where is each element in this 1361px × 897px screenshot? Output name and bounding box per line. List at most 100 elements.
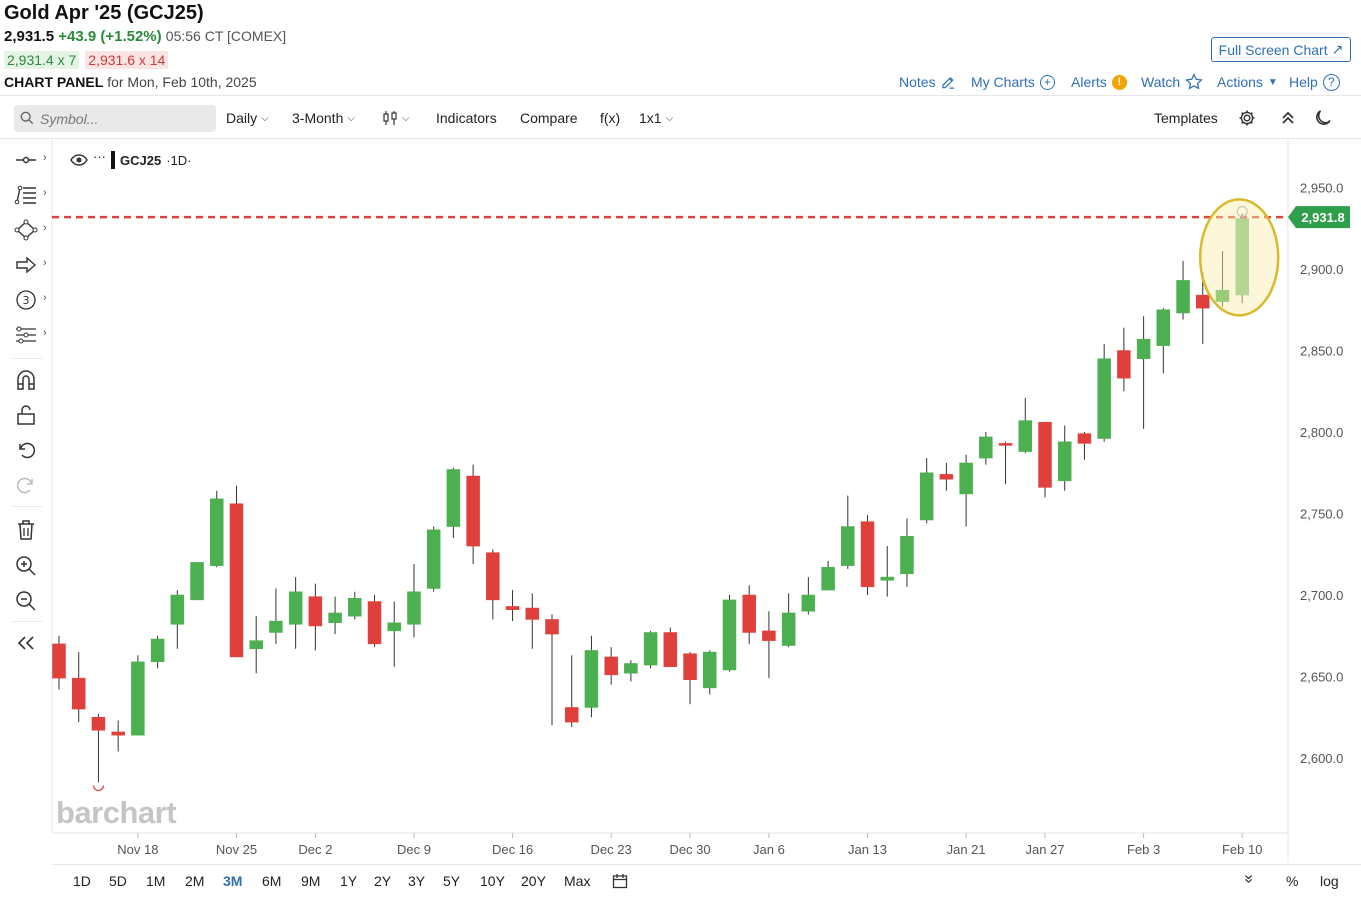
templates-button[interactable]: Templates — [1154, 110, 1218, 126]
function-button[interactable]: f(x) — [600, 110, 620, 126]
zoom-in-button[interactable] — [14, 554, 40, 576]
symbol-search-input[interactable] — [14, 105, 216, 132]
chart-type-dropdown[interactable]: ⌵ — [382, 110, 410, 126]
candle-body — [939, 474, 954, 480]
indicators-button[interactable]: Indicators — [436, 110, 497, 126]
tools-divider — [12, 621, 42, 622]
gear-icon[interactable] — [1237, 108, 1257, 128]
notes-link[interactable]: Notes — [899, 72, 956, 92]
range-button-3y[interactable]: 3Y — [408, 873, 426, 889]
zoom-out-button[interactable] — [14, 589, 40, 611]
eye-icon[interactable] — [70, 153, 88, 167]
candle — [426, 526, 441, 592]
candle — [288, 577, 303, 649]
collapse-up-icon[interactable] — [1278, 108, 1298, 128]
help-link[interactable]: Help ? — [1289, 72, 1340, 92]
layout-dropdown[interactable]: 1x1 ⌵ — [639, 110, 673, 126]
candle-body — [1176, 280, 1190, 314]
x-tick-label: Dec 2 — [298, 842, 332, 857]
low-marker — [92, 785, 105, 791]
range-button-1y[interactable]: 1Y — [340, 873, 358, 889]
collapse-down-icon[interactable]: » — [1240, 874, 1258, 884]
log-scale-toggle[interactable]: log — [1320, 873, 1339, 889]
candle-body — [1196, 294, 1210, 309]
layout-label: 1x1 — [639, 110, 662, 126]
last-price-tag-shape — [1288, 206, 1350, 229]
chevron-right-icon: › — [43, 152, 47, 164]
candle-body — [900, 536, 914, 575]
range-dropdown[interactable]: 3-Month ⌵ — [292, 110, 355, 126]
y-tick-label: 2,900.0 — [1300, 262, 1343, 277]
my-charts-link[interactable]: My Charts + — [971, 72, 1055, 92]
candle — [1077, 432, 1092, 460]
candle-body — [959, 462, 973, 495]
measure-tool[interactable]: › — [14, 324, 47, 346]
templates-label: Templates — [1154, 110, 1218, 126]
range-button-1m[interactable]: 1M — [146, 873, 166, 889]
watch-label: Watch — [1141, 74, 1181, 90]
x-tick-label: Dec 16 — [492, 842, 533, 857]
candle-body — [821, 567, 835, 591]
actions-menu[interactable]: Actions ▼ — [1217, 72, 1278, 92]
range-button-9m[interactable]: 9M — [301, 873, 321, 889]
candle — [801, 577, 816, 615]
range-button-max[interactable]: Max — [564, 873, 591, 889]
magnet-tool[interactable] — [14, 369, 40, 391]
range-button-1d[interactable]: 1D — [73, 873, 91, 889]
full-screen-chart-button[interactable]: Full Screen Chart ↗ — [1211, 37, 1351, 62]
candle — [486, 549, 500, 620]
percent-scale-toggle[interactable]: % — [1286, 873, 1299, 889]
y-tick-label: 2,750.0 — [1300, 507, 1343, 522]
range-button-2m[interactable]: 2M — [185, 873, 205, 889]
range-button-3m[interactable]: 3M — [223, 873, 243, 889]
number-circle-icon: 3 — [16, 290, 36, 310]
arrow-tool[interactable]: › — [14, 254, 47, 276]
question-circle-icon: ? — [1322, 73, 1340, 91]
arrow-right-icon — [16, 256, 37, 274]
range-button-5y[interactable]: 5Y — [443, 873, 461, 889]
chevron-right-icon: › — [43, 257, 47, 269]
candle — [150, 635, 165, 669]
list-lines-icon — [14, 185, 36, 205]
undo-button[interactable] — [14, 439, 40, 461]
quote-line: 2,931.5 +43.9 (+1.52%) 05:56 CT [COMEX] — [4, 28, 286, 45]
range-button-2y[interactable]: 2Y — [374, 873, 392, 889]
moon-icon[interactable] — [1313, 108, 1333, 128]
ruler-icon — [16, 326, 36, 344]
chevron-right-icon: › — [43, 292, 47, 304]
shape-tool[interactable]: › — [14, 219, 47, 241]
range-button-5d[interactable]: 5D — [109, 873, 127, 889]
watch-link[interactable]: Watch — [1141, 72, 1203, 92]
candle — [1136, 316, 1151, 429]
candle — [1235, 213, 1249, 304]
candle-body — [387, 622, 401, 632]
high-marker — [1236, 206, 1248, 218]
number-tool[interactable]: 3 › — [14, 289, 47, 311]
calendar-icon[interactable] — [612, 873, 628, 889]
alerts-link[interactable]: Alerts ! — [1071, 72, 1127, 92]
candle — [564, 655, 579, 728]
line-tool[interactable]: › — [14, 149, 47, 171]
compare-button[interactable]: Compare — [520, 110, 578, 126]
fibonacci-tool[interactable]: › — [14, 184, 47, 206]
more-icon[interactable]: ··· — [93, 148, 106, 164]
magnet-icon — [17, 370, 35, 390]
candle — [505, 590, 520, 622]
interval-dropdown[interactable]: Daily ⌵ — [226, 110, 269, 126]
collapse-tools-button[interactable] — [14, 632, 40, 654]
edit-icon — [941, 76, 954, 89]
candle-body — [1156, 309, 1171, 346]
delete-button[interactable] — [14, 519, 40, 541]
redo-button[interactable] — [14, 474, 40, 496]
candle-body — [505, 606, 520, 610]
candle-body — [703, 651, 717, 689]
range-button-20y[interactable]: 20Y — [521, 873, 546, 889]
help-label: Help — [1289, 74, 1318, 90]
range-button-10y[interactable]: 10Y — [480, 873, 505, 889]
lock-tool[interactable] — [14, 404, 40, 426]
barchart-watermark: barchart — [56, 795, 177, 830]
candle-body — [1097, 358, 1111, 439]
quote-header: Gold Apr '25 (GCJ25) 2,931.5 +43.9 (+1.5… — [0, 0, 1361, 96]
range-button-6m[interactable]: 6M — [262, 873, 282, 889]
